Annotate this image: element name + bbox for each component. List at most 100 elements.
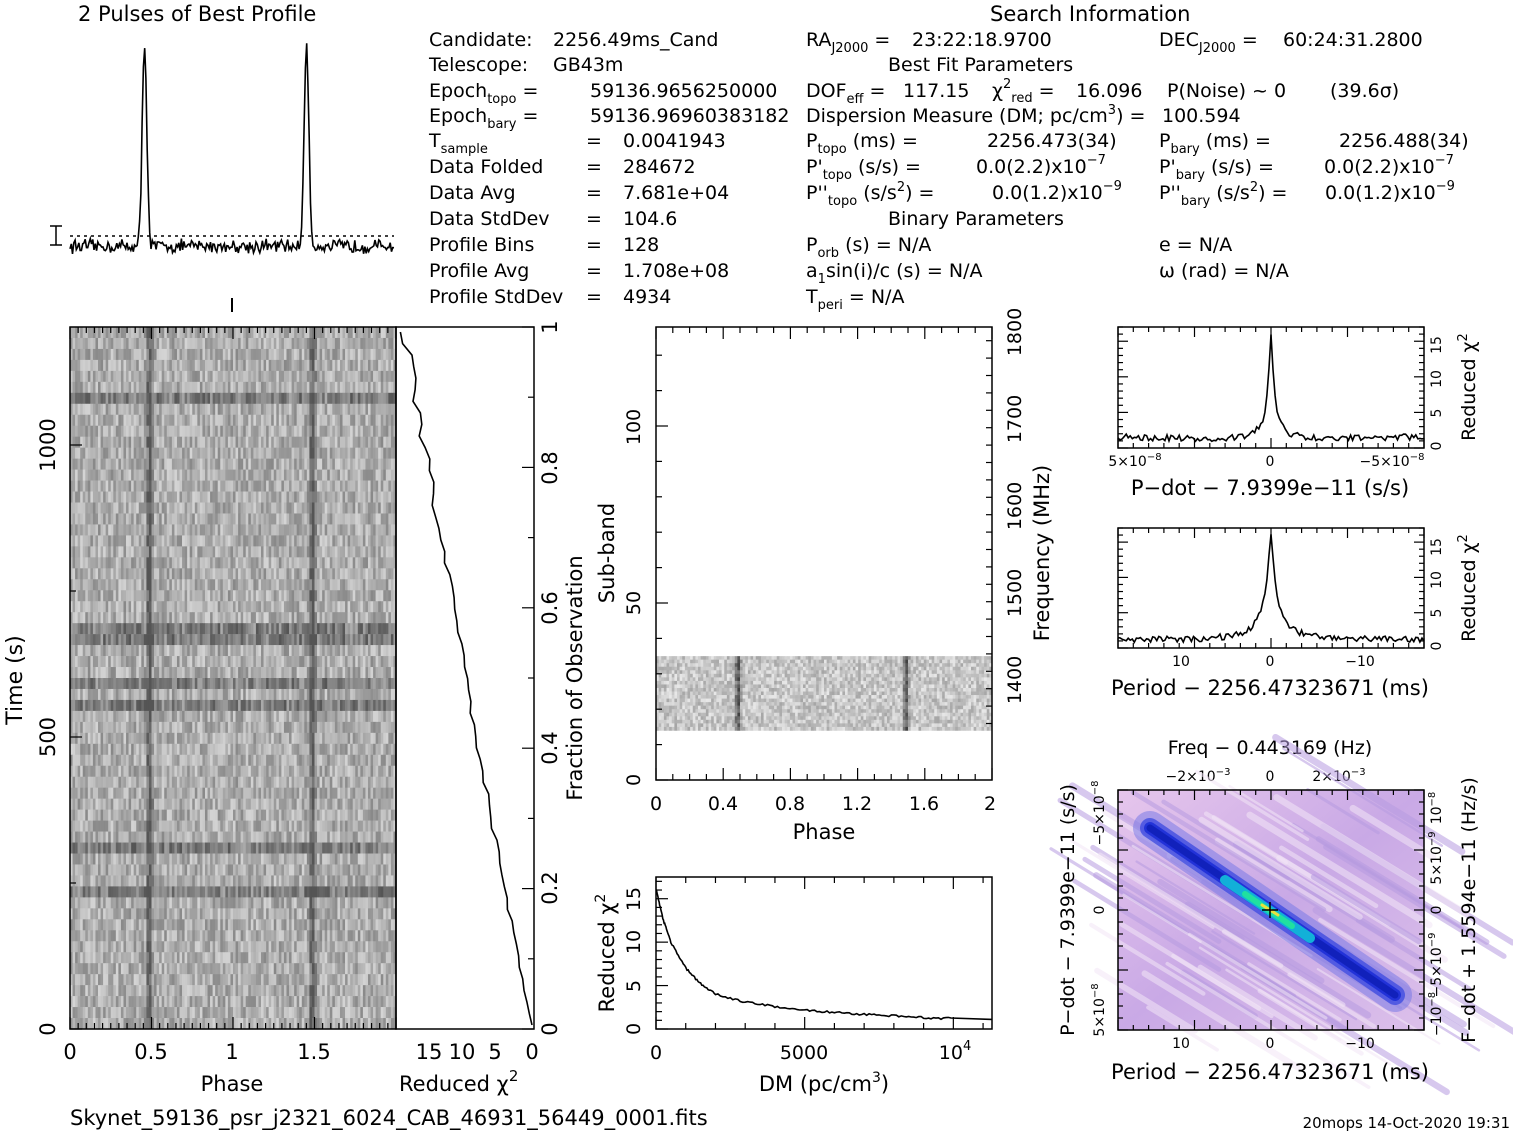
tp-cell xyxy=(355,524,359,536)
tp-cell xyxy=(77,612,81,624)
tp-cell xyxy=(123,381,127,394)
tp-cell xyxy=(204,436,208,448)
tp-cell xyxy=(171,414,175,427)
tp-cell xyxy=(131,425,134,437)
tp-cell xyxy=(92,524,96,536)
tp-cell xyxy=(357,656,361,668)
tp-cell xyxy=(207,634,211,646)
tp-cell xyxy=(143,557,147,569)
tp-cell xyxy=(289,590,292,602)
tp-cell xyxy=(105,469,109,481)
tp-cell xyxy=(100,327,104,339)
tp-cell xyxy=(225,469,229,481)
tp-cell xyxy=(85,590,89,602)
tp-cell xyxy=(332,634,336,646)
tp-cell xyxy=(171,667,175,679)
tp-cell xyxy=(189,601,193,613)
tp-cell xyxy=(118,447,122,459)
tp-cell xyxy=(339,732,343,745)
tp-cell xyxy=(365,524,369,536)
tp-cell xyxy=(255,590,259,602)
tp-cell xyxy=(105,348,109,361)
tp-cell xyxy=(339,458,343,470)
tp-cell xyxy=(243,392,247,405)
tp-cell xyxy=(176,502,180,514)
tp-cell xyxy=(235,678,239,690)
tp-cell xyxy=(210,381,213,394)
tp-cell xyxy=(154,579,157,591)
tp-cell xyxy=(367,710,371,723)
tp-cell xyxy=(171,721,175,734)
tp-cell xyxy=(92,491,96,503)
tp-cell xyxy=(176,480,180,492)
tp-cell xyxy=(187,568,191,580)
tp-cell xyxy=(220,557,224,569)
tp-cell xyxy=(123,546,127,558)
tp-cell xyxy=(347,480,351,492)
tp-cell xyxy=(103,491,106,503)
tp-cell xyxy=(108,678,112,690)
tp-cell xyxy=(90,436,94,448)
tp-cell xyxy=(289,502,292,514)
tp-cell xyxy=(311,513,315,525)
tp-cell xyxy=(243,447,247,459)
tp-cell xyxy=(141,436,145,448)
tp-cell xyxy=(151,601,155,613)
tp-cell xyxy=(322,327,325,339)
tp-cell xyxy=(110,348,114,361)
tp-cell xyxy=(95,403,99,416)
tp-cell xyxy=(176,743,180,756)
tp-cell xyxy=(255,601,259,613)
tp-cell xyxy=(182,359,185,372)
tp-cell xyxy=(314,491,318,503)
tp-cell xyxy=(222,425,226,437)
tp-cell xyxy=(161,656,165,668)
tp-cell xyxy=(304,667,308,679)
tp-cell xyxy=(268,710,272,723)
tp-cell xyxy=(166,480,170,492)
tp-cell xyxy=(75,623,78,635)
tp-cell xyxy=(187,425,191,437)
tp-cell xyxy=(113,579,117,591)
tp-cell xyxy=(243,381,247,394)
tp-cell xyxy=(120,414,124,427)
tp-cell xyxy=(171,623,175,635)
tp-cell xyxy=(253,568,257,580)
tp-cell xyxy=(176,557,180,569)
tp-cell xyxy=(281,513,285,525)
tp-cell xyxy=(289,699,292,712)
tp-cell xyxy=(87,634,91,646)
tp-cell xyxy=(266,601,269,613)
tp-cell xyxy=(375,370,379,383)
tp-cell xyxy=(367,645,371,657)
tp-cell xyxy=(238,678,241,690)
tp-cell xyxy=(283,469,287,481)
tp-cell xyxy=(327,590,331,602)
tp-cell xyxy=(235,743,239,756)
tp-cell xyxy=(225,491,229,503)
tp-cell xyxy=(385,458,389,470)
tp-cell xyxy=(110,447,114,459)
tp-cell xyxy=(87,568,91,580)
tp-cell xyxy=(110,612,114,624)
tp-cell xyxy=(314,370,318,383)
tp-cell xyxy=(95,436,99,448)
tp-cell xyxy=(118,590,122,602)
tp-cell xyxy=(250,656,254,668)
tp-cell xyxy=(105,568,109,580)
tp-cell xyxy=(332,546,336,558)
tp-cell xyxy=(357,590,361,602)
tp-cell xyxy=(212,678,216,690)
tp-cell xyxy=(261,732,264,745)
tp-cell xyxy=(90,359,94,372)
tp-cell xyxy=(263,678,267,690)
tp-cell xyxy=(161,348,165,361)
tp-cell xyxy=(238,732,241,745)
tp-cell xyxy=(286,425,290,437)
tp-cell xyxy=(276,436,280,448)
tp-cell xyxy=(271,688,275,701)
tp-cell xyxy=(263,436,267,448)
tp-cell xyxy=(87,425,91,437)
tp-cell xyxy=(204,414,208,427)
tp-cell xyxy=(98,359,101,372)
